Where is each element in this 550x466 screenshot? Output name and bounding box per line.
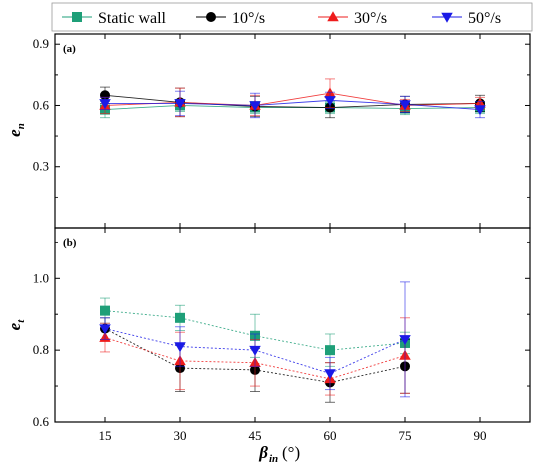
- data-point: [249, 101, 261, 112]
- series-line: [104, 94, 481, 108]
- data-point: [474, 105, 486, 116]
- x-axis-title: β in (°): [258, 443, 300, 465]
- panel-b: 0.6 0.8 1.0 15 30 45 60 75 90 (b) et: [5, 227, 531, 443]
- legend-marker: [441, 12, 453, 23]
- y-axis-title: en: [5, 123, 27, 137]
- data-point: [399, 100, 411, 111]
- y-tick-label: 0.6: [33, 414, 50, 429]
- data-point: [100, 305, 110, 316]
- y-axis-label-sub: n: [15, 123, 27, 129]
- legend-label: 30°/s: [354, 10, 387, 27]
- x-tick-label: 30: [174, 428, 187, 443]
- y-axis-title: et: [5, 319, 27, 331]
- data-point: [249, 345, 261, 356]
- series-r50: [99, 281, 411, 398]
- plot-frame: [54, 227, 531, 423]
- legend-item-r50: 50°/s: [432, 10, 501, 27]
- legend-marker: [206, 12, 216, 22]
- x-axis-label-sub: in: [269, 453, 278, 465]
- panel-a: 0.3 0.6 0.9 (a) en: [5, 33, 531, 229]
- legend-marker: [72, 12, 82, 22]
- data-point: [99, 324, 111, 335]
- data-point: [324, 96, 336, 107]
- series-line: [105, 99, 481, 111]
- x-tick-label: 60: [324, 428, 337, 443]
- legend-label: 10°/s: [232, 10, 265, 27]
- data-point: [175, 312, 185, 323]
- x-tick-label: 15: [99, 428, 112, 443]
- x-axis-label-unit: (°): [282, 443, 300, 462]
- data-point: [174, 99, 186, 110]
- y-tick-label: 0.9: [33, 36, 49, 51]
- legend-item-r30: 30°/s: [318, 10, 387, 27]
- x-tick-label: 45: [249, 428, 262, 443]
- y-tick-label: 0.3: [33, 159, 49, 174]
- x-tick-label: 75: [399, 428, 412, 443]
- series-r50: [99, 90, 486, 119]
- y-axis-label-main: e: [5, 129, 24, 137]
- legend-label: 50°/s: [468, 10, 501, 27]
- data-point: [324, 369, 336, 380]
- legend: Static wall 10°/s 30°/s 50°/s: [51, 2, 533, 32]
- plot-panels: 0.30.60.9 (a)en0.60.81.015 30 45 60 75 90(b)et: [5, 33, 531, 443]
- y-axis-label-main: e: [5, 322, 24, 330]
- x-axis-label-main: β: [258, 443, 268, 462]
- data-point: [174, 342, 186, 353]
- data-point: [100, 90, 110, 101]
- panel-tag: (a): [63, 43, 76, 55]
- data-point: [99, 99, 111, 110]
- y-tick-label: 0.8: [33, 342, 49, 357]
- series-line: [104, 105, 481, 111]
- data-point: [325, 345, 335, 356]
- legend-item-static: Static wall: [62, 10, 167, 27]
- panel-tag: (b): [63, 237, 77, 249]
- y-axis-label-sub: t: [15, 319, 27, 323]
- legend-item-r10: 10°/s: [196, 10, 265, 27]
- x-tick-label: 90: [474, 428, 487, 443]
- series-line: [104, 328, 406, 383]
- y-tick-label: 0.6: [33, 97, 50, 112]
- data-point: [399, 335, 411, 346]
- y-tick-label: 1.0: [33, 270, 49, 285]
- legend-marker: [327, 11, 339, 22]
- legend-label: Static wall: [98, 10, 167, 27]
